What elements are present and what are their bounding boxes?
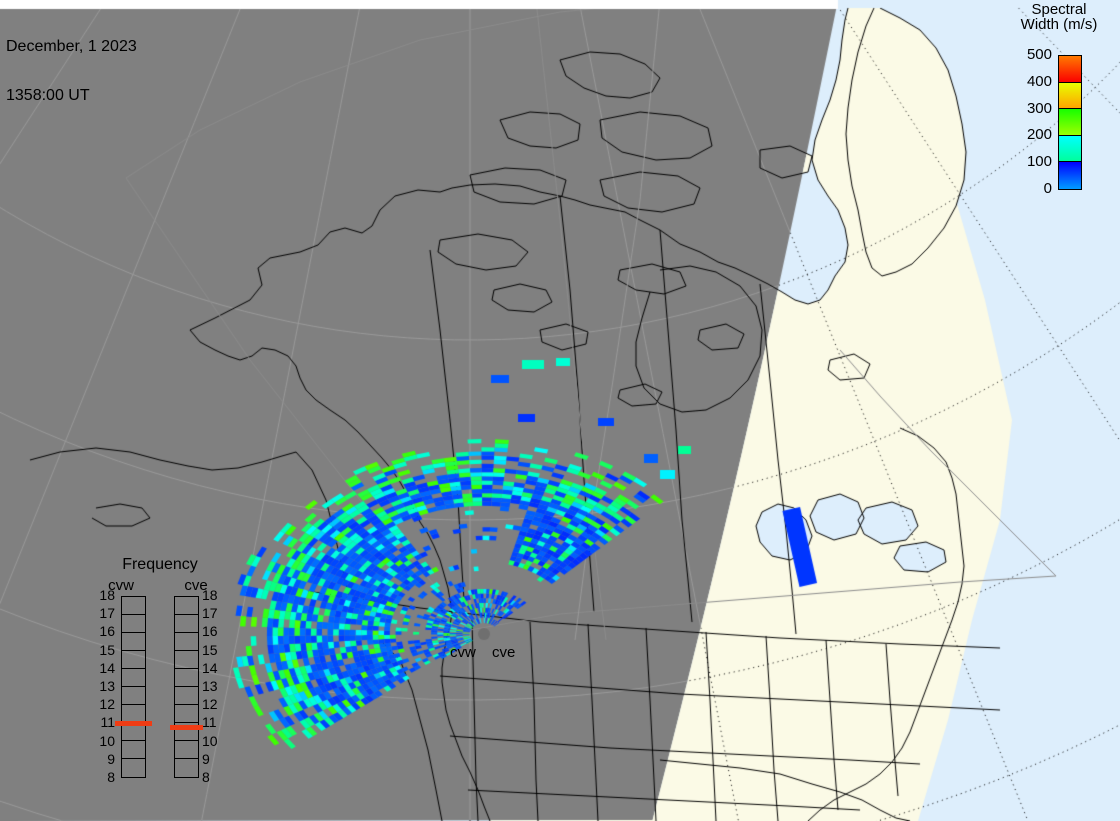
colorbar-tick-200: 200 — [1026, 126, 1052, 144]
frequency-tick-right-15: 15 — [202, 641, 218, 658]
frequency-tick-right-9: 9 — [202, 750, 210, 767]
frequency-cell — [175, 723, 198, 741]
frequency-tick-left-14: 14 — [99, 659, 115, 676]
frequency-cell — [175, 687, 198, 705]
frequency-cell — [175, 633, 198, 651]
colorbar-title-line1: Spectral — [1031, 1, 1087, 18]
frequency-tick-right-17: 17 — [202, 605, 218, 622]
site-label-cve: cve — [492, 644, 516, 661]
frequency-cell — [175, 705, 198, 723]
time-text: 1358:00 UT — [6, 87, 90, 105]
frequency-bar-cve[interactable] — [174, 596, 199, 778]
frequency-tick-right-18: 18 — [202, 587, 218, 603]
frequency-scale-left: 18 17 16 15 14 13 12 11 10 9 8 — [89, 588, 115, 786]
frequency-tick-right-11: 11 — [202, 714, 217, 731]
frequency-tick-left-12: 12 — [99, 696, 115, 713]
frequency-cell — [175, 597, 198, 615]
frequency-legend-panel: Frequency cvw cve 18 17 16 15 14 13 12 11 10 9 8 1… — [84, 556, 236, 788]
colorbar-gradient — [1058, 55, 1082, 190]
frequency-cell — [122, 633, 145, 651]
frequency-bar-cvw[interactable] — [121, 596, 146, 778]
frequency-cell — [175, 651, 198, 669]
site-label-cvw: cvw — [450, 644, 476, 661]
frequency-tick-left-16: 16 — [99, 623, 115, 640]
colorbar-tick-500: 500 — [1026, 46, 1052, 63]
frequency-marker-cvw — [115, 721, 152, 726]
date-text: December, 1 2023 — [6, 37, 137, 55]
frequency-cell — [122, 741, 145, 759]
colorbar-tick-labels: 500 400 300 200 100 0 — [1000, 47, 1052, 197]
frequency-cell — [122, 651, 145, 669]
colorbar-segment-100-200 — [1059, 135, 1081, 163]
colorbar-tick-400: 400 — [1026, 72, 1052, 90]
frequency-cell — [175, 669, 198, 687]
colorbar-title: Spectral Width (m/s) — [1000, 2, 1118, 33]
frequency-tick-left-18: 18 — [99, 587, 115, 603]
colorbar-tick-100: 100 — [1026, 153, 1052, 171]
frequency-tick-left-15: 15 — [99, 641, 115, 658]
frequency-tick-left-8: 8 — [107, 769, 115, 785]
frequency-tick-right-10: 10 — [202, 732, 218, 749]
frequency-tick-right-8: 8 — [202, 769, 210, 785]
spectral-width-colorbar-panel: Spectral Width (m/s) 500 400 300 200 100 0 — [1000, 2, 1118, 202]
frequency-tick-right-13: 13 — [202, 678, 218, 694]
frequency-cell — [122, 597, 145, 615]
frequency-tick-left-17: 17 — [99, 605, 115, 622]
frequency-cell — [122, 687, 145, 705]
frequency-tick-left-10: 10 — [99, 732, 115, 749]
datetime-label: December, 1 2023 1358:00 UT — [6, 6, 137, 137]
frequency-tick-left-9: 9 — [107, 750, 115, 767]
frequency-tick-right-12: 12 — [202, 696, 218, 713]
frequency-cell — [175, 615, 198, 633]
frequency-cell — [175, 741, 198, 759]
frequency-cell — [122, 669, 145, 687]
frequency-tick-right-16: 16 — [202, 623, 218, 640]
colorbar-tick-300: 300 — [1026, 99, 1052, 117]
colorbar-title-line2: Width (m/s) — [1020, 16, 1098, 34]
frequency-cell — [175, 759, 198, 777]
frequency-legend-title: Frequency — [122, 556, 198, 573]
colorbar-segment-200-300 — [1059, 109, 1081, 136]
frequency-tick-left-13: 13 — [99, 678, 115, 694]
frequency-marker-cve — [170, 725, 203, 730]
colorbar-segment-0-100 — [1059, 162, 1081, 189]
colorbar-segment-300-400 — [1059, 82, 1081, 110]
frequency-scale-right: 18 17 16 15 14 13 12 11 10 9 8 — [202, 588, 228, 786]
colorbar-tick-0: 0 — [1043, 180, 1052, 197]
frequency-tick-right-14: 14 — [202, 659, 218, 676]
frequency-tick-left-11: 11 — [100, 714, 115, 731]
frequency-cell — [122, 615, 145, 633]
frequency-column-label-cvw: cvw — [108, 577, 134, 594]
frequency-column-label-cve: cve — [184, 577, 208, 594]
colorbar-segment-400-500 — [1059, 56, 1081, 83]
frequency-cell — [122, 759, 145, 777]
frequency-cell — [122, 723, 145, 741]
